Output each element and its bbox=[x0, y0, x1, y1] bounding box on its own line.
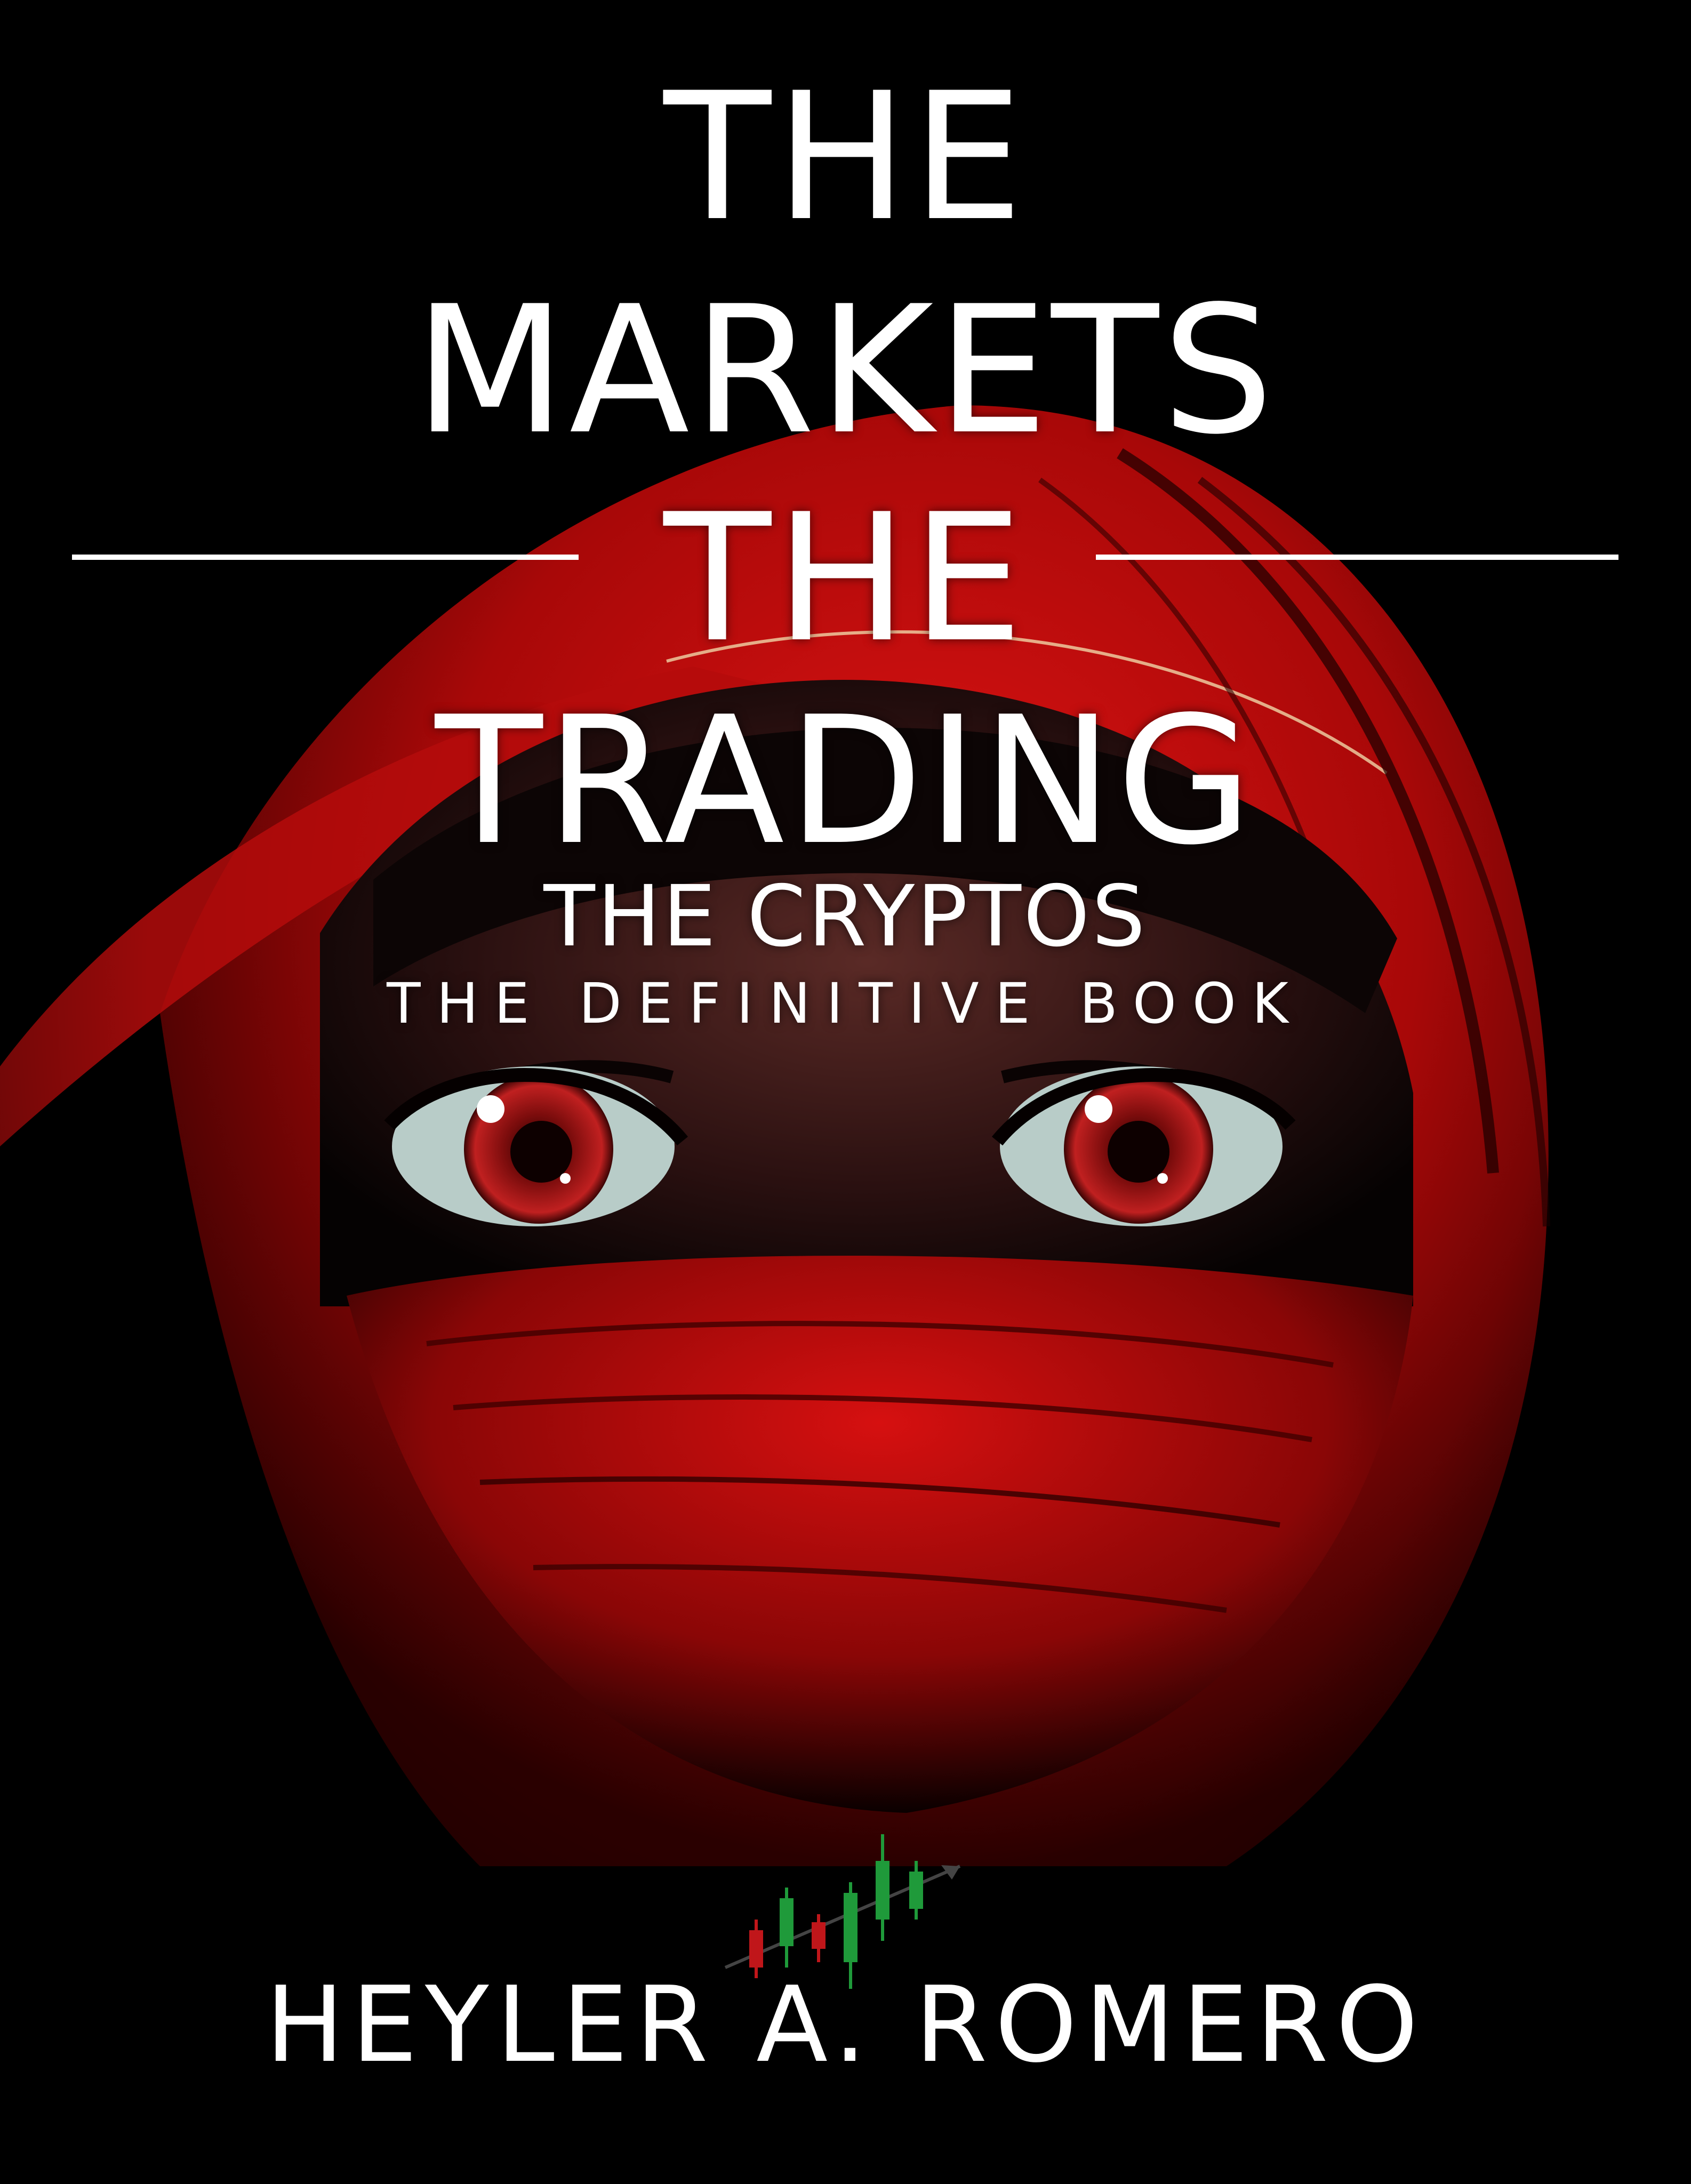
title-line-2: MARKETS bbox=[414, 268, 1277, 473]
subtitle: THE CRYPTOS bbox=[543, 868, 1148, 966]
title-rule-left bbox=[72, 555, 579, 560]
candlestick-chart-icon bbox=[724, 1834, 961, 1989]
title-rule-right bbox=[1096, 555, 1618, 560]
title-line-1: THE bbox=[663, 55, 1028, 260]
title-line-3: THE bbox=[663, 476, 1028, 681]
tagline: THE DEFINITIVE BOOK bbox=[387, 971, 1304, 1036]
title-line-4: TRADING bbox=[435, 679, 1256, 884]
author-name: HEYLER A. ROMERO bbox=[265, 1964, 1426, 2086]
